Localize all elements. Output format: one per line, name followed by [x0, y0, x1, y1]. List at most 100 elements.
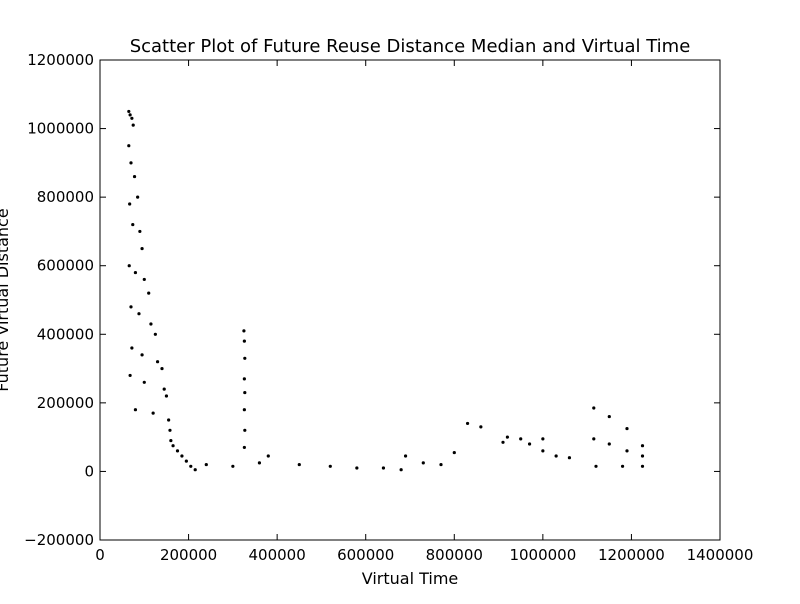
scatter-point [169, 438, 173, 443]
x-tick-label: 1200000 [598, 546, 665, 564]
scatter-point [127, 144, 131, 148]
scatter-point [133, 270, 138, 275]
y-tick-label: 1000000 [27, 120, 94, 138]
scatter-point [266, 454, 270, 458]
scatter-point [501, 440, 505, 444]
scatter-point [193, 468, 197, 472]
scatter-point [127, 264, 131, 268]
y-tick-label: 400000 [37, 325, 94, 343]
x-axis-label: Virtual Time [362, 569, 459, 588]
scatter-point [231, 464, 235, 468]
scatter-point [594, 464, 598, 468]
scatter-point [127, 109, 131, 114]
scatter-point [640, 464, 645, 468]
scatter-point [640, 454, 645, 458]
scatter-point [243, 390, 247, 395]
scatter-point [519, 437, 523, 441]
scatter-point [242, 329, 246, 333]
scatter-point [381, 466, 386, 470]
scatter-point [452, 450, 456, 455]
y-tick-label: 1200000 [27, 51, 94, 69]
scatter-point [640, 444, 645, 448]
chart-title: Scatter Plot of Future Reuse Distance Me… [130, 36, 691, 57]
x-tick-label: 600000 [337, 546, 394, 564]
scatter-point [162, 387, 166, 391]
scatter-point [204, 462, 208, 467]
scatter-point [155, 360, 160, 364]
scatter-point [242, 339, 246, 343]
plot-frame [99, 59, 721, 541]
scatter-point [142, 380, 146, 384]
scatter-point [625, 426, 629, 431]
scatter-point [465, 421, 470, 426]
scatter-point [592, 437, 596, 441]
scatter-point [541, 449, 545, 453]
scatter-point [625, 449, 629, 453]
scatter-point [403, 454, 408, 458]
scatter-point [505, 435, 510, 439]
scatter-point [151, 411, 155, 415]
scatter-point [243, 428, 247, 432]
scatter-point [175, 449, 180, 453]
scatter-point [355, 466, 359, 470]
scatter-point [541, 437, 545, 441]
scatter-point [421, 461, 425, 465]
scatter-point [297, 462, 301, 467]
scatter-point [164, 394, 169, 398]
scatter-point [242, 377, 246, 381]
scatter-point [620, 464, 625, 468]
scatter-point [140, 353, 144, 357]
scatter-point [131, 123, 135, 127]
scatter-point [439, 462, 443, 467]
scatter-point [128, 373, 132, 378]
scatter-point [160, 366, 164, 371]
x-tick-label: 400000 [249, 546, 306, 564]
x-tick-label: 800000 [426, 546, 483, 564]
y-tick-label: 600000 [37, 257, 94, 275]
scatter-point [171, 444, 175, 448]
scatter-point [129, 305, 133, 309]
scatter-point [607, 414, 611, 419]
scatter-point [128, 113, 132, 117]
scatter-point [138, 229, 142, 234]
y-axis-label: Future Virtual Distance [0, 208, 12, 391]
scatter-point [137, 312, 141, 316]
scatter-point [243, 356, 247, 360]
y-tick-label: 0 [84, 462, 94, 480]
scatter-point [149, 322, 153, 326]
scatter-point [133, 408, 138, 412]
scatter-point [167, 418, 171, 422]
scatter-point [142, 277, 146, 282]
scatter-point [242, 408, 246, 412]
scatter-point [147, 291, 151, 295]
scatter-point [242, 445, 246, 450]
scatter-point [399, 468, 403, 472]
scatter-point [527, 442, 532, 446]
scatter-point [479, 425, 483, 429]
scatter-point [131, 222, 135, 227]
x-tick-label: 1000000 [509, 546, 576, 564]
scatter-point [136, 195, 140, 199]
scatter-point [257, 461, 262, 465]
scatter-point [328, 464, 332, 468]
points-layer [127, 109, 645, 472]
scatter-point [153, 332, 157, 336]
scatter-point [554, 454, 558, 458]
scatter-point [180, 454, 184, 458]
y-tick-label: 800000 [37, 188, 94, 206]
scatter-point [128, 202, 132, 206]
x-tick-label: 1400000 [687, 546, 754, 564]
scatter-point [567, 456, 572, 460]
scatter-point [129, 161, 133, 165]
scatter-point [189, 464, 193, 468]
scatter-point [592, 406, 596, 410]
scatter-point [168, 428, 172, 432]
scatter-point [140, 246, 144, 251]
scatter-point [130, 116, 134, 120]
x-tick-label: 200000 [160, 546, 217, 564]
scatter-point [130, 346, 134, 350]
y-axis: −200000 0 200000 400000 600000 800000 1000000 1… [24, 51, 720, 549]
scatter-point [132, 174, 137, 179]
